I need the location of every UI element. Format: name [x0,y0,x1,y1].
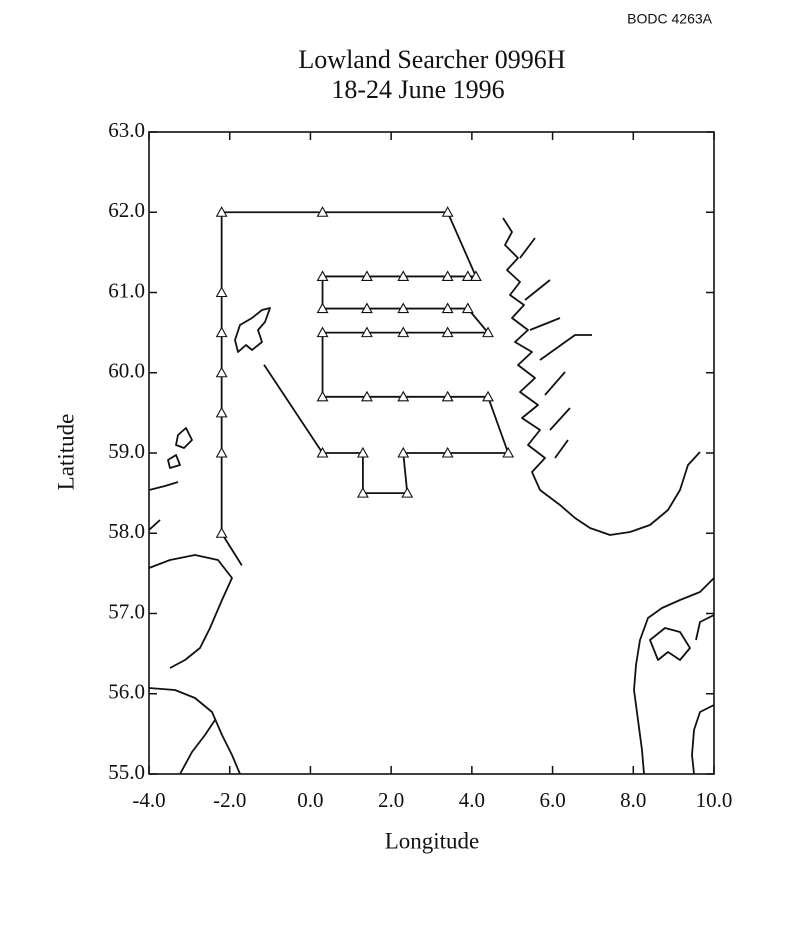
station-marker [316,302,329,314]
orkney [167,427,193,469]
station-marker [441,270,454,281]
chart-subtitle: 18-24 June 1996 [331,75,504,104]
y-tick-label: 55.0 [108,760,145,784]
station-marker [441,446,454,458]
station-marker [397,326,410,338]
station-marker [316,326,329,338]
chart-title: Lowland Searcher 0996H [298,45,565,74]
x-tick-label: 2.0 [378,788,404,812]
y-tick-label: 62.0 [108,198,145,222]
station-marker [397,446,410,458]
station-marker [215,366,228,378]
station-marker [482,326,494,338]
y-tick-label: 60.0 [108,359,145,383]
station-marker [441,390,454,402]
norway-fjords [519,237,592,459]
x-axis-label: Longitude [385,828,480,853]
x-tick-label: 6.0 [539,788,565,812]
station-marker [469,270,482,281]
scotland-east [149,687,241,774]
station-marker [397,390,410,402]
station-marker [316,270,329,281]
y-tick-label: 58.0 [108,519,145,543]
station-marker [316,206,329,217]
station-marker [356,486,369,498]
shetland [234,307,271,353]
x-tick-label: 0.0 [297,788,323,812]
x-tick-label: 8.0 [620,788,646,812]
station-marker [401,486,414,498]
station-marker [441,302,454,314]
station-marker [360,326,373,338]
y-tick-label: 56.0 [108,680,145,704]
station-marker [215,446,228,458]
scotland-south [149,519,216,774]
x-tick-label: -2.0 [213,788,246,812]
y-tick-label: 61.0 [108,278,145,302]
station-marker [360,390,373,402]
denmark-islands [649,614,714,774]
annotation: BODC 4263A [627,11,712,27]
norway-coast [502,217,701,536]
station-marker [215,527,228,538]
station-marker [215,406,228,418]
x-tick-label: 10.0 [696,788,733,812]
station-marker [360,270,373,281]
coastlines [149,217,714,774]
cruise-track [220,211,510,566]
station-marker [316,446,329,458]
station-marker [215,286,228,298]
y-tick-label: 59.0 [108,439,145,463]
station-marker [461,270,474,281]
station-marker [215,326,228,338]
station-marker [360,302,373,314]
scotland-north [149,481,233,669]
y-axis-label: Latitude [53,414,78,491]
x-tick-label: 4.0 [459,788,485,812]
station-marker [397,302,410,314]
y-tick-label: 63.0 [108,118,145,142]
station-marker [482,390,494,402]
station-marker [441,326,454,338]
station-marker [397,270,410,281]
y-tick-label: 57.0 [108,599,145,623]
station-marker [461,302,474,314]
denmark-coast [633,577,714,774]
station-marker [215,206,228,217]
station-marker [502,446,515,458]
station-marker [441,206,454,217]
x-tick-label: -4.0 [132,788,165,812]
station-marker [316,390,329,402]
station-marker [356,446,369,458]
